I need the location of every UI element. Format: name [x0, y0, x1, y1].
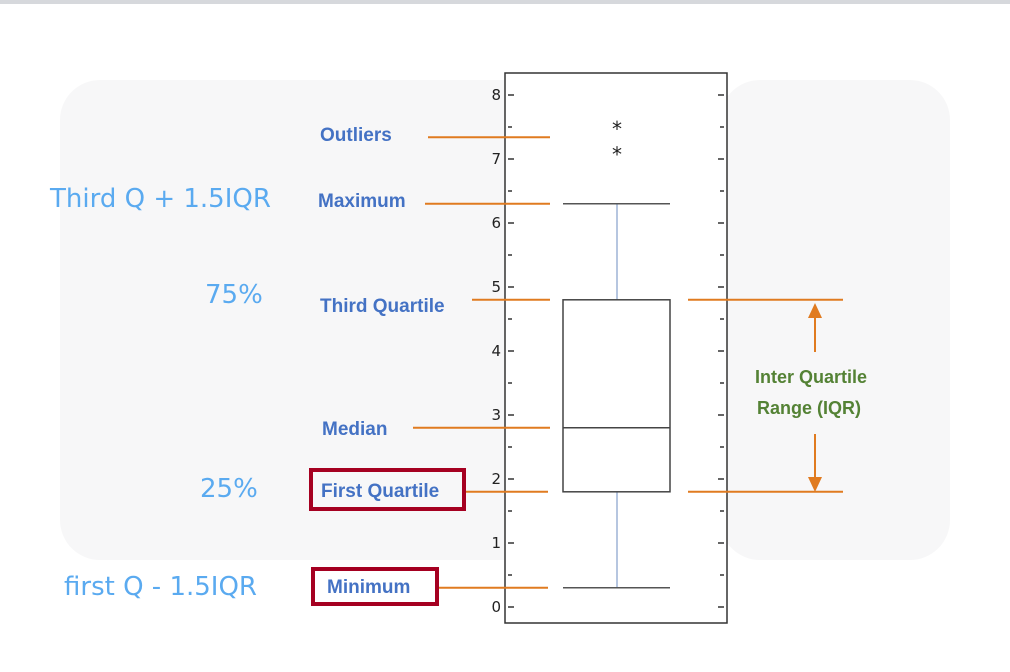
outlier-point: *	[612, 117, 622, 141]
label-first-quartile: First Quartile	[321, 481, 439, 502]
iqr-box	[562, 299, 671, 493]
label-third-quartile: Third Quartile	[320, 296, 445, 317]
y-tick-label: 1	[491, 534, 501, 552]
top-border	[0, 0, 1010, 4]
iqr-arrow-up-head	[808, 303, 822, 318]
annotation-lower-fence: first Q - 1.5IQR	[64, 572, 257, 602]
y-tick-label: 4	[491, 342, 501, 360]
first-quartile-highlight	[309, 468, 466, 511]
y-tick-label: 2	[491, 470, 501, 488]
label-iqr-line2: Range (IQR)	[757, 398, 861, 418]
background-shape-left	[60, 80, 580, 560]
minimum-highlight	[311, 567, 439, 606]
y-tick-label: 3	[491, 406, 501, 424]
background-shape-right	[720, 80, 950, 560]
iqr-arrow-down-head	[808, 477, 822, 492]
label-median: Median	[322, 419, 387, 440]
label-maximum: Maximum	[318, 191, 406, 212]
y-tick-label: 7	[491, 150, 501, 168]
annotation-25-percent: 25%	[200, 474, 258, 504]
y-tick-label: 8	[491, 86, 501, 104]
label-minimum: Minimum	[327, 577, 410, 598]
y-tick-label: 5	[491, 278, 501, 296]
outlier-point: *	[612, 143, 622, 167]
label-iqr-line1: Inter Quartile	[755, 367, 867, 387]
annotation-upper-fence: Third Q + 1.5IQR	[49, 184, 271, 214]
annotation-75-percent: 75%	[205, 280, 263, 310]
label-outliers: Outliers	[320, 125, 392, 146]
iqr-arrows	[808, 303, 822, 492]
y-tick-label: 0	[491, 598, 501, 616]
y-tick-label: 6	[491, 214, 501, 232]
